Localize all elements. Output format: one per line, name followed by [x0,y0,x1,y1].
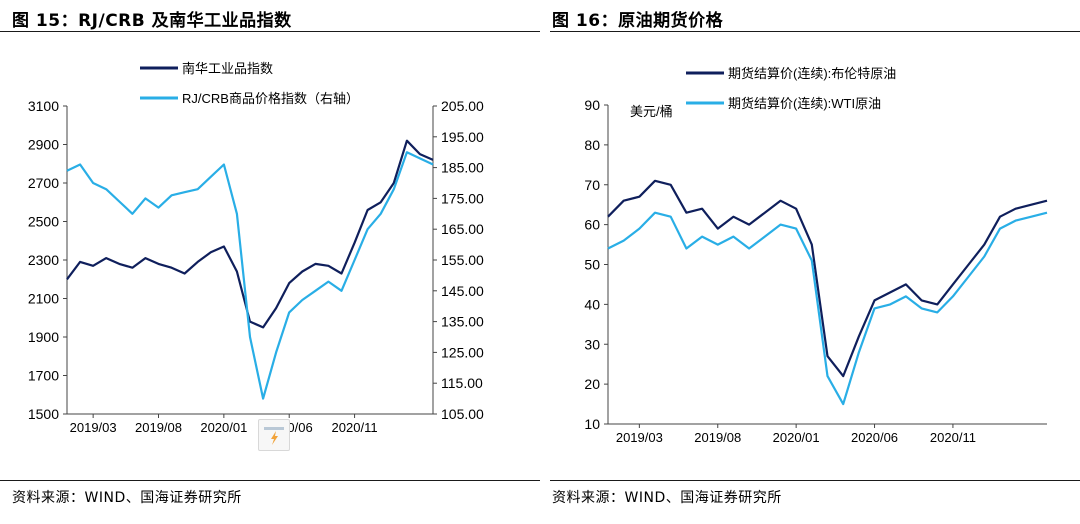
y-right-tick-label: 155.00 [441,252,484,268]
series-line-2 [607,211,1048,406]
left-axes [66,106,434,415]
y-right-tick-label: 175.00 [441,190,484,206]
y-right-tick-label: 125.00 [441,344,484,360]
left-legend: 南华工业品指数 RJ/CRB商品价格指数（右轴） [140,61,359,106]
lightning-icon [264,427,284,445]
left-chart: 2019/032019/082020/012020/062020/1115001… [28,61,484,435]
right-legend-label-2: 期货结算价(连续):WTI原油 [728,96,881,111]
y-tick-label: 2100 [28,291,59,307]
right-tick-layer: 2019/03 2019/08 2020/01 2020/06 2020/11 10 20 3… [584,97,976,445]
y-right-tick-label: 195.00 [441,129,484,145]
right-y-unit-label: 美元/桶 [630,104,673,119]
y-right-tick-label: 165.00 [441,221,484,237]
y-tick-label: 90 [584,97,600,113]
y-tick-label: 80 [584,137,600,153]
left-legend-label-1: 南华工业品指数 [182,61,273,76]
y-right-tick-label: 105.00 [441,406,484,422]
y-tick-label: 1900 [28,329,59,345]
y-tick-label: 3100 [28,98,59,114]
y-right-tick-label: 115.00 [441,375,483,391]
x-tick-label: 2019/08 [135,420,182,435]
y-tick-label: 1500 [28,406,59,422]
series-line-1 [66,139,434,329]
right-title-rule [550,31,1080,32]
right-series-layer [607,179,1048,406]
right-source-note: 资料来源：WIND、国海证券研究所 [552,490,782,506]
x-tick-label: 2019/08 [694,430,741,445]
y-right-tick-label: 205.00 [441,98,484,114]
left-series-layer [66,139,434,400]
left-title-rule [0,31,540,32]
y-tick-label: 60 [584,217,600,233]
left-figure-title: 图 15：RJ/CRB 及南华工业品指数 [12,11,292,31]
series-line-2 [66,151,434,400]
right-legend-label-1: 期货结算价(连续):布伦特原油 [728,66,896,81]
left-legend-label-2: RJ/CRB商品价格指数（右轴） [182,91,359,106]
y-right-tick-label: 135.00 [441,314,484,330]
left-source-rule [0,480,540,481]
y-tick-label: 40 [584,296,600,312]
x-tick-label: 2020/11 [930,430,976,445]
right-chart: 2019/03 2019/08 2020/01 2020/06 2020/11 10 20 3… [584,66,1048,445]
y-right-tick-label: 185.00 [441,160,484,176]
y-tick-label: 10 [584,416,600,432]
x-tick-label: 2020/06 [851,430,898,445]
y-tick-label: 30 [584,336,600,352]
y-right-tick-label: 145.00 [441,283,484,299]
x-tick-label: 2020/01 [200,420,247,435]
left-figure-panel: 图 15：RJ/CRB 及南华工业品指数 2019/03 2019/08 2020/… [0,11,540,506]
x-tick-label: 2020/11 [332,420,378,435]
right-figure-title: 图 16：原油期货价格 [552,11,724,31]
y-tick-label: 2700 [28,175,59,191]
y-tick-label: 1700 [28,368,59,384]
right-source-rule [550,480,1080,481]
y-tick-label: 2500 [28,214,59,230]
x-tick-label: 2020/01 [773,430,820,445]
right-legend: 期货结算价(连续):布伦特原油 期货结算价(连续):WTI原油 [686,66,896,111]
y-tick-label: 2900 [28,137,59,153]
y-tick-label: 70 [584,177,600,193]
watermark-icon [258,419,290,451]
x-tick-label: 2019/03 [70,420,117,435]
left-source-note: 资料来源：WIND、国海证券研究所 [12,490,242,506]
y-tick-label: 2300 [28,252,59,268]
x-tick-label: 2019/03 [616,430,663,445]
right-figure-panel: 图 16：原油期货价格 2019/03 2019/08 2020/01 2020/06… [550,0,1080,524]
y-tick-label: 20 [584,376,600,392]
series-line-1 [607,179,1048,378]
left-tick-layer: 2019/032019/082020/012020/062020/1115001… [28,98,484,435]
y-tick-label: 50 [584,257,600,273]
